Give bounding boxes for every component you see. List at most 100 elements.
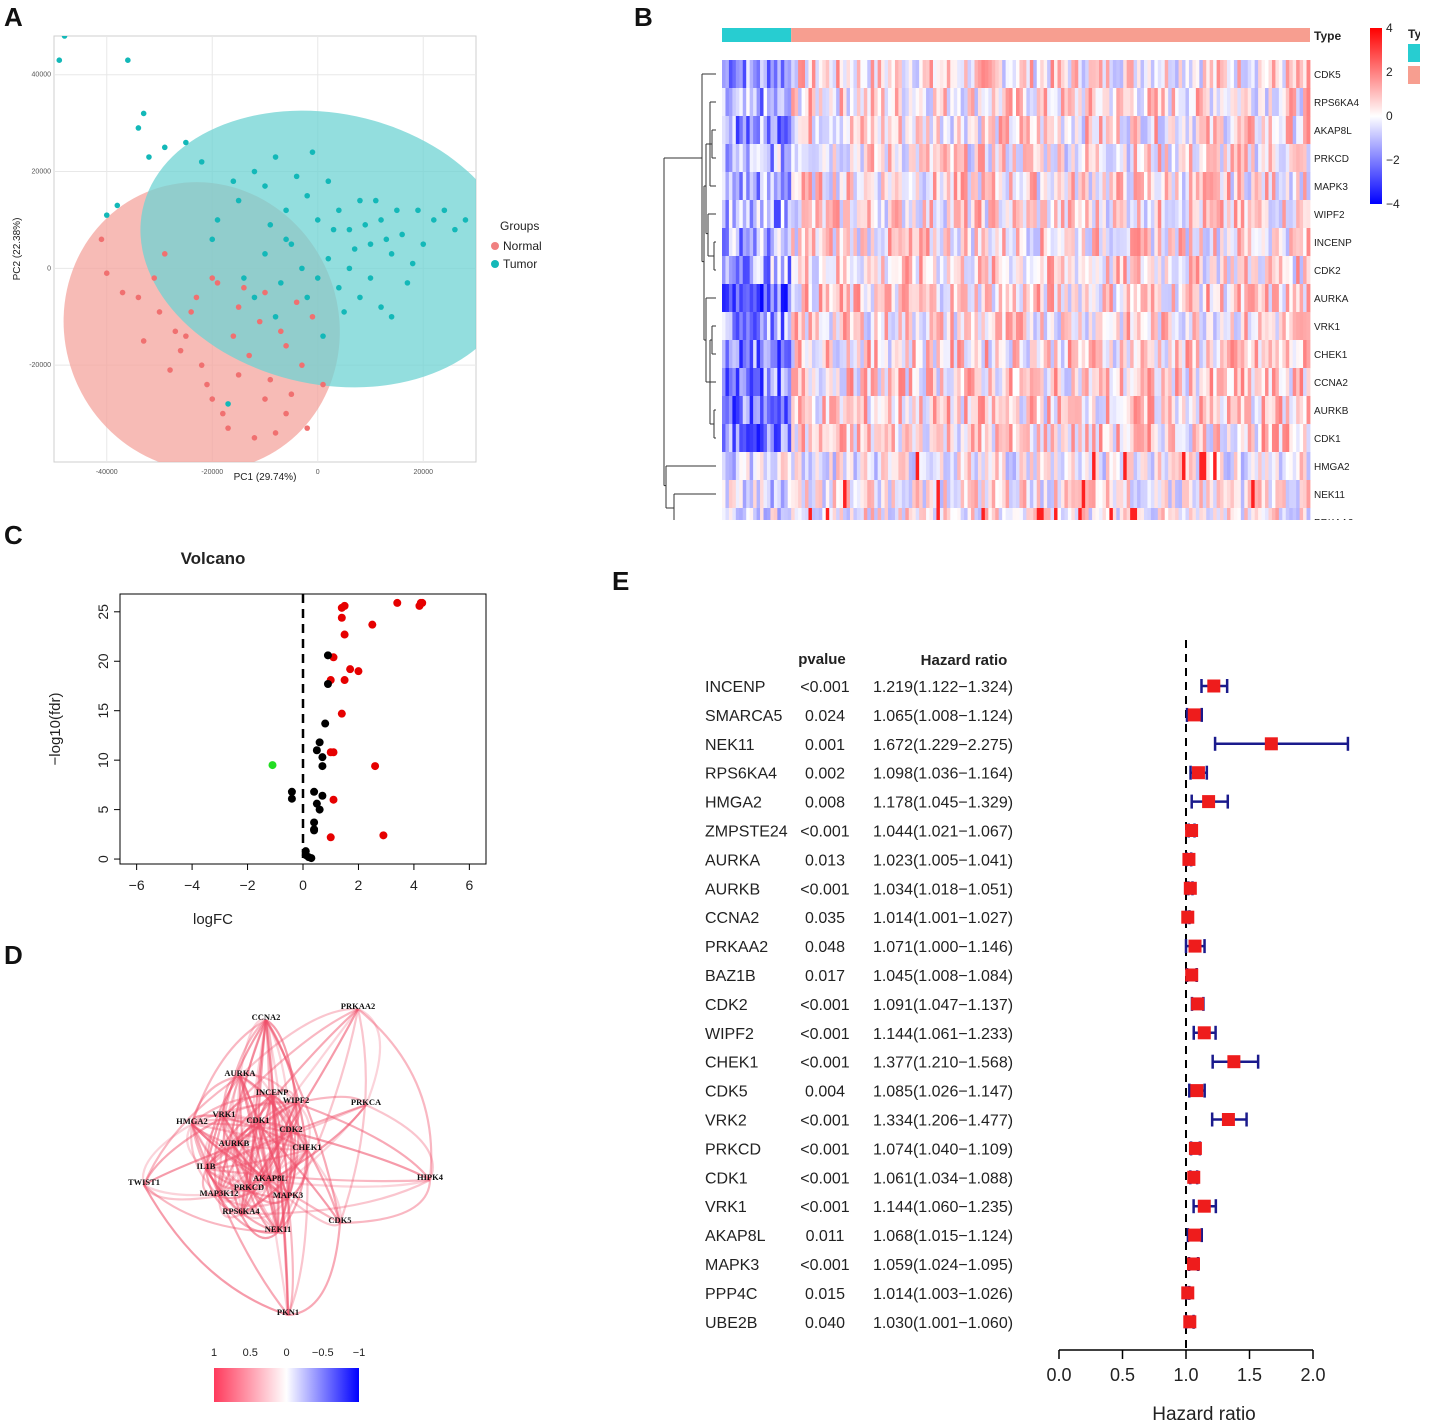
heatmap-cell xyxy=(1033,368,1038,397)
heatmap-cell xyxy=(849,396,854,425)
heatmap-cell xyxy=(742,172,747,201)
heatmap-cell xyxy=(756,508,761,520)
heatmap-cell xyxy=(971,424,975,453)
point-tumor xyxy=(241,275,247,281)
row-label: WIPF2 xyxy=(1314,210,1345,221)
heatmap-cell xyxy=(888,116,892,145)
heatmap-cell xyxy=(1054,368,1058,397)
node-label-twist1: TWIST1 xyxy=(128,1177,160,1187)
heatmap-cell xyxy=(867,256,872,285)
heatmap-cell xyxy=(919,172,924,201)
heatmap-cell xyxy=(1271,116,1276,145)
heatmap-cell xyxy=(832,284,837,313)
heatmap-cell xyxy=(960,452,965,481)
heatmap-cell xyxy=(763,284,768,313)
panel-label-a: A xyxy=(4,2,23,32)
heatmap-cell xyxy=(1143,452,1148,481)
heatmap-cell xyxy=(1150,452,1155,481)
heatmap-cell xyxy=(1022,172,1027,201)
heatmap-cell xyxy=(1188,368,1193,397)
heatmap-cell xyxy=(1050,88,1055,117)
heatmap-cell xyxy=(1019,88,1024,117)
heatmap-cell xyxy=(770,228,775,257)
node-label-vrk1: VRK1 xyxy=(212,1109,235,1119)
hazard-ratio-marker xyxy=(1191,766,1205,780)
heatmap-cell xyxy=(1123,340,1128,369)
network-edge xyxy=(265,1019,309,1151)
heatmap-cell xyxy=(1199,144,1204,173)
point-tumor xyxy=(125,57,131,64)
heatmap-cell xyxy=(1233,144,1238,173)
heatmap-cell xyxy=(1282,256,1287,285)
heatmap-cell xyxy=(836,368,840,397)
heatmap-cell xyxy=(1268,480,1273,509)
heatmap-cell xyxy=(1026,424,1031,453)
heatmap-cell xyxy=(1105,144,1110,173)
point-normal xyxy=(183,333,189,339)
heatmap-cell xyxy=(932,480,937,509)
volcano-plot: Volcano−6 −4 −2 0 2 4 60510152025logFC−log10(f… xyxy=(47,549,487,928)
heatmap-cell xyxy=(936,144,941,173)
heatmap-cell xyxy=(1244,116,1249,145)
heatmap-cell xyxy=(1019,480,1024,509)
heatmap-cell xyxy=(766,312,771,341)
heatmap-cell xyxy=(891,200,896,229)
heatmap-cell xyxy=(1285,88,1290,117)
heatmap-cell xyxy=(1116,116,1121,145)
heatmap-cell xyxy=(957,116,962,145)
point-normal xyxy=(204,381,210,388)
heatmap-cell xyxy=(787,508,792,520)
heatmap-cell xyxy=(1268,256,1273,285)
heatmap-cell xyxy=(773,256,778,285)
heatmap-cell xyxy=(746,480,751,509)
heatmap-cell xyxy=(991,144,996,173)
heatmap-cell xyxy=(1078,60,1083,89)
heatmap-cell xyxy=(1233,116,1238,145)
heatmap-cell xyxy=(1150,284,1155,313)
heatmap-cell xyxy=(919,144,924,173)
heatmap-cell xyxy=(1157,312,1162,341)
heatmap-cell xyxy=(1050,508,1055,520)
heatmap-cell xyxy=(1303,340,1307,369)
heatmap-cell xyxy=(1258,116,1262,145)
heatmap-cell xyxy=(1175,284,1179,313)
heatmap-cell xyxy=(971,452,975,481)
heatmap-cell xyxy=(753,396,757,425)
hr-label: 1.144(1.061−1.233) xyxy=(873,1026,1013,1043)
heatmap-cell xyxy=(1109,508,1114,520)
heatmap-cell xyxy=(1092,368,1096,397)
heatmap-cell xyxy=(1133,116,1138,145)
heatmap-cell xyxy=(926,396,930,425)
heatmap-cell xyxy=(891,396,896,425)
heatmap-cell xyxy=(1040,312,1045,341)
heatmap-cell xyxy=(749,368,754,397)
heatmap-cell xyxy=(998,340,1003,369)
row-label: NEK11 xyxy=(1314,490,1345,501)
heatmap-cell xyxy=(1095,452,1100,481)
heatmap-cell xyxy=(1223,228,1228,257)
heatmap-cell xyxy=(1140,200,1145,229)
heatmap-cell xyxy=(1057,480,1062,509)
heatmap-cell xyxy=(773,340,778,369)
heatmap-cell xyxy=(867,228,872,257)
row-label: HMGA2 xyxy=(1314,462,1350,473)
heatmap-cell xyxy=(1137,144,1141,173)
heatmap-cell xyxy=(732,480,737,509)
heatmap-cell xyxy=(1040,284,1045,313)
network-edge xyxy=(141,1123,193,1186)
network-edge xyxy=(256,1122,272,1182)
heatmap-cell xyxy=(1022,144,1027,173)
heatmap-cell xyxy=(746,228,751,257)
heatmap-cell xyxy=(1258,396,1262,425)
network-edge xyxy=(271,1094,342,1224)
heatmap-cell xyxy=(1029,396,1034,425)
heatmap-cell xyxy=(836,452,840,481)
heatmap-cell xyxy=(1299,116,1304,145)
heatmap-cell xyxy=(1306,424,1311,453)
heatmap-cell xyxy=(998,228,1003,257)
heatmap-cell xyxy=(932,312,937,341)
heatmap-cell xyxy=(905,116,910,145)
heatmap-cell xyxy=(967,312,972,341)
heatmap-cell xyxy=(805,228,809,257)
heatmap-cell xyxy=(1178,200,1183,229)
